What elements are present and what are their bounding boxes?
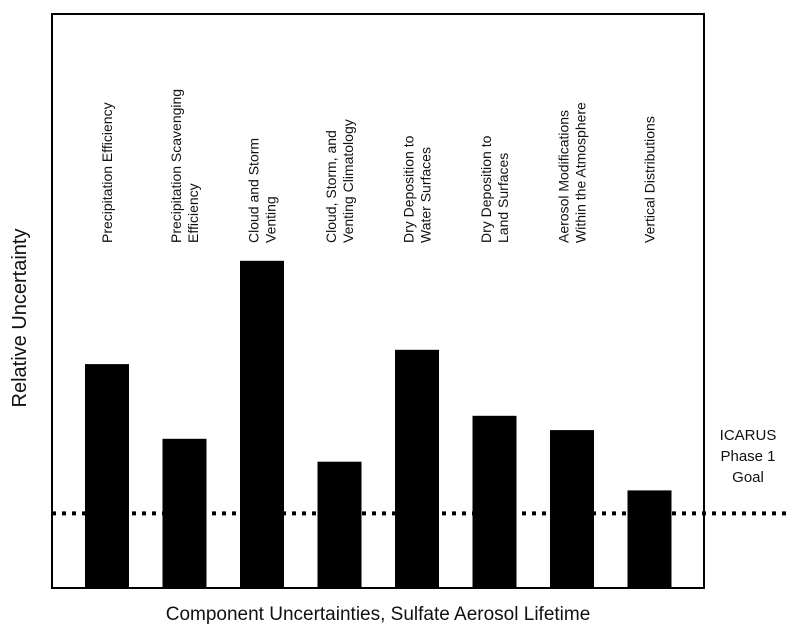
bar [317, 461, 362, 588]
category-label-line: Venting Climatology [340, 119, 356, 243]
bar [240, 260, 284, 588]
bars-group [85, 260, 672, 588]
category-label-line: Land Surfaces [495, 153, 511, 243]
category-label-line: Dry Deposition to [478, 135, 494, 243]
goal-label-line: Goal [732, 469, 764, 486]
category-label-line: Aerosol Modifications [556, 110, 572, 243]
category-label: Precipitation Efficiency [99, 102, 115, 243]
category-label: Cloud, Storm, andVenting Climatology [323, 119, 356, 243]
bar [550, 430, 594, 588]
category-label-line: Cloud and Storm [246, 138, 262, 243]
bar [627, 490, 672, 588]
category-label: Dry Deposition toWater Surfaces [401, 135, 434, 243]
category-label-line: Water Surfaces [418, 147, 434, 243]
category-label-line: Precipitation Efficiency [99, 102, 115, 243]
category-labels-group: Precipitation Efficiency Precipitation Sc… [99, 89, 658, 243]
category-label-line: Precipitation Scavenging [168, 89, 184, 243]
plot-frame [51, 13, 705, 589]
bar [395, 349, 439, 588]
category-label-line: Cloud, Storm, and [323, 130, 339, 243]
goal-label-line: Phase 1 [720, 448, 775, 465]
bar [85, 364, 129, 588]
goal-label-line: ICARUS [720, 427, 777, 444]
category-label: Aerosol ModificationsWithin the Atmosphe… [556, 102, 589, 243]
category-label: Dry Deposition toLand Surfaces [478, 135, 511, 243]
category-label: Cloud and StormVenting [246, 138, 279, 243]
category-label-line: Venting [263, 196, 279, 243]
goal-label: ICARUS Phase 1 Goal [720, 427, 777, 486]
category-label-line: Efficiency [185, 183, 201, 243]
category-label: Vertical Distributions [642, 116, 658, 243]
category-label-line: Dry Deposition to [401, 135, 417, 243]
category-label: Precipitation ScavengingEfficiency [168, 89, 201, 243]
y-axis-label: Relative Uncertainty [9, 229, 31, 408]
category-label-line: Within the Atmosphere [573, 102, 589, 243]
category-label-line: Vertical Distributions [642, 116, 658, 243]
bar [472, 415, 517, 588]
x-axis-label: Component Uncertainties, Sulfate Aerosol… [166, 604, 591, 625]
